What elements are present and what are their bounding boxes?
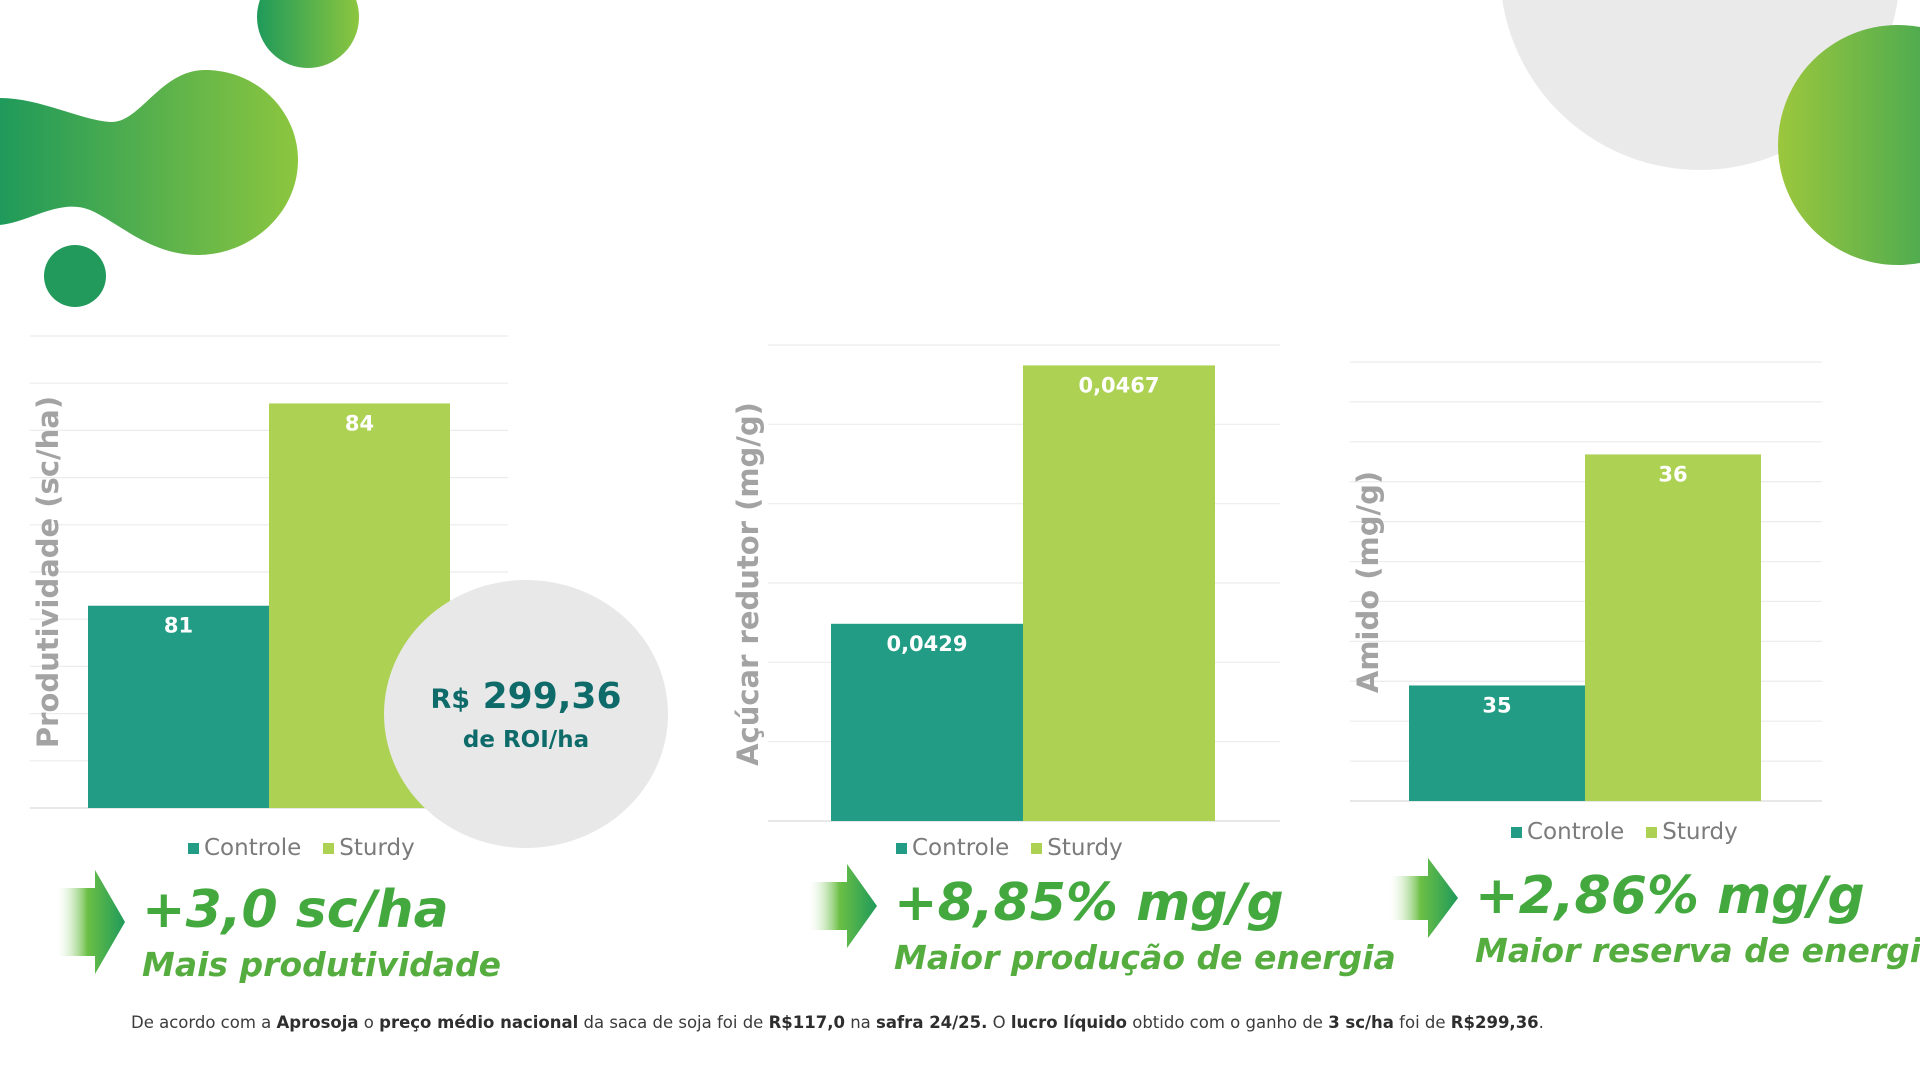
- gain-amido: +2,86% mg/g Maior reserva de energia: [1475, 870, 1920, 967]
- roi-currency: R$: [430, 683, 471, 715]
- small-dot-decoration: [44, 245, 106, 307]
- footnote: De acordo com a Aprosoja o preço médio n…: [131, 1013, 1544, 1032]
- legend-swatch-controle: [188, 842, 199, 854]
- footnote-text: foi de: [1393, 1013, 1451, 1032]
- footnote-bold: safra 24/25.: [876, 1013, 988, 1032]
- legend-swatch-controle: [1511, 826, 1522, 838]
- legend-item-controle: Controle: [1511, 819, 1624, 845]
- green-circle-decoration: [1778, 25, 1920, 265]
- green-dot-decoration: [257, 0, 359, 68]
- footnote-bold: Aprosoja: [276, 1013, 359, 1032]
- legend-item-controle: Controle: [188, 835, 301, 861]
- arrow-icon: [57, 870, 125, 974]
- footnote-text: .: [1538, 1013, 1544, 1032]
- gain-produtividade: +3,0 sc/ha Mais produtividade: [142, 884, 501, 981]
- bar-sturdy: [1585, 454, 1761, 801]
- legend-swatch-sturdy: [323, 842, 335, 854]
- green-blob-decoration: [0, 70, 298, 255]
- gain-description: Maior produção de energia: [894, 938, 1396, 977]
- chart-legend: Controle Sturdy: [188, 835, 415, 861]
- data-label: 36: [1658, 462, 1687, 486]
- gain-description: Maior reserva de energia: [1475, 931, 1920, 970]
- chart-legend: Controle Sturdy: [896, 835, 1123, 861]
- legend-item-sturdy: Sturdy: [1031, 835, 1123, 861]
- legend-item-controle: Controle: [896, 835, 1009, 861]
- legend-swatch-controle: [896, 842, 907, 854]
- legend-label: Sturdy: [1047, 835, 1123, 861]
- arrow-icon: [1390, 858, 1458, 938]
- legend-label: Sturdy: [339, 835, 415, 861]
- arrow-icon: [809, 864, 877, 948]
- chart-legend: Controle Sturdy: [1511, 819, 1738, 845]
- footnote-bold: R$299,36: [1450, 1013, 1539, 1032]
- gain-value: +2,86% mg/g: [1475, 866, 1865, 926]
- y-axis-label: Amido (mg/g): [1351, 471, 1385, 693]
- roi-value: 299,36: [482, 675, 622, 717]
- gain-value: +8,85% mg/g: [894, 873, 1284, 933]
- footnote-text: na: [844, 1013, 877, 1032]
- legend-swatch-sturdy: [1646, 826, 1658, 838]
- data-label: 35: [1482, 693, 1511, 717]
- data-label: 0,0429: [886, 632, 967, 656]
- footnote-bold: lucro líquido: [1010, 1013, 1127, 1032]
- footnote-text: O: [987, 1013, 1011, 1032]
- legend-item-sturdy: Sturdy: [1646, 819, 1738, 845]
- legend-item-sturdy: Sturdy: [323, 835, 415, 861]
- gain-acucar: +8,85% mg/g Maior produção de energia: [894, 877, 1396, 974]
- roi-badge: R$ 299,36 de ROI/ha: [384, 580, 668, 848]
- footnote-text: De acordo com a: [131, 1013, 277, 1032]
- roi-amount: R$ 299,36: [430, 676, 621, 717]
- bar-controle: [88, 605, 269, 808]
- bar-sturdy: [1023, 365, 1215, 821]
- roi-label: de ROI/ha: [462, 726, 590, 753]
- footnote-bold: R$117,0: [768, 1013, 845, 1032]
- footnote-text: da saca de soja foi de: [578, 1013, 769, 1032]
- y-axis-label: Produtividade (sc/ha): [31, 396, 65, 748]
- legend-swatch-sturdy: [1031, 842, 1043, 854]
- footnote-text: o: [358, 1013, 380, 1032]
- data-label: 84: [345, 411, 374, 435]
- legend-label: Sturdy: [1662, 819, 1738, 845]
- data-label: 81: [164, 614, 193, 638]
- legend-label: Controle: [204, 835, 302, 861]
- data-label: 0,0467: [1078, 373, 1159, 397]
- bar-controle: [1409, 685, 1585, 801]
- gain-description: Mais produtividade: [142, 945, 502, 984]
- legend-label: Controle: [912, 835, 1010, 861]
- bar-controle: [831, 623, 1023, 821]
- gain-value: +3,0 sc/ha: [142, 880, 449, 940]
- footnote-text: obtido com o ganho de: [1126, 1013, 1329, 1032]
- footnote-bold: 3 sc/ha: [1328, 1013, 1394, 1032]
- footnote-bold: preço médio nacional: [379, 1013, 579, 1032]
- legend-label: Controle: [1527, 819, 1625, 845]
- y-axis-label: Açúcar redutor (mg/g): [731, 402, 765, 766]
